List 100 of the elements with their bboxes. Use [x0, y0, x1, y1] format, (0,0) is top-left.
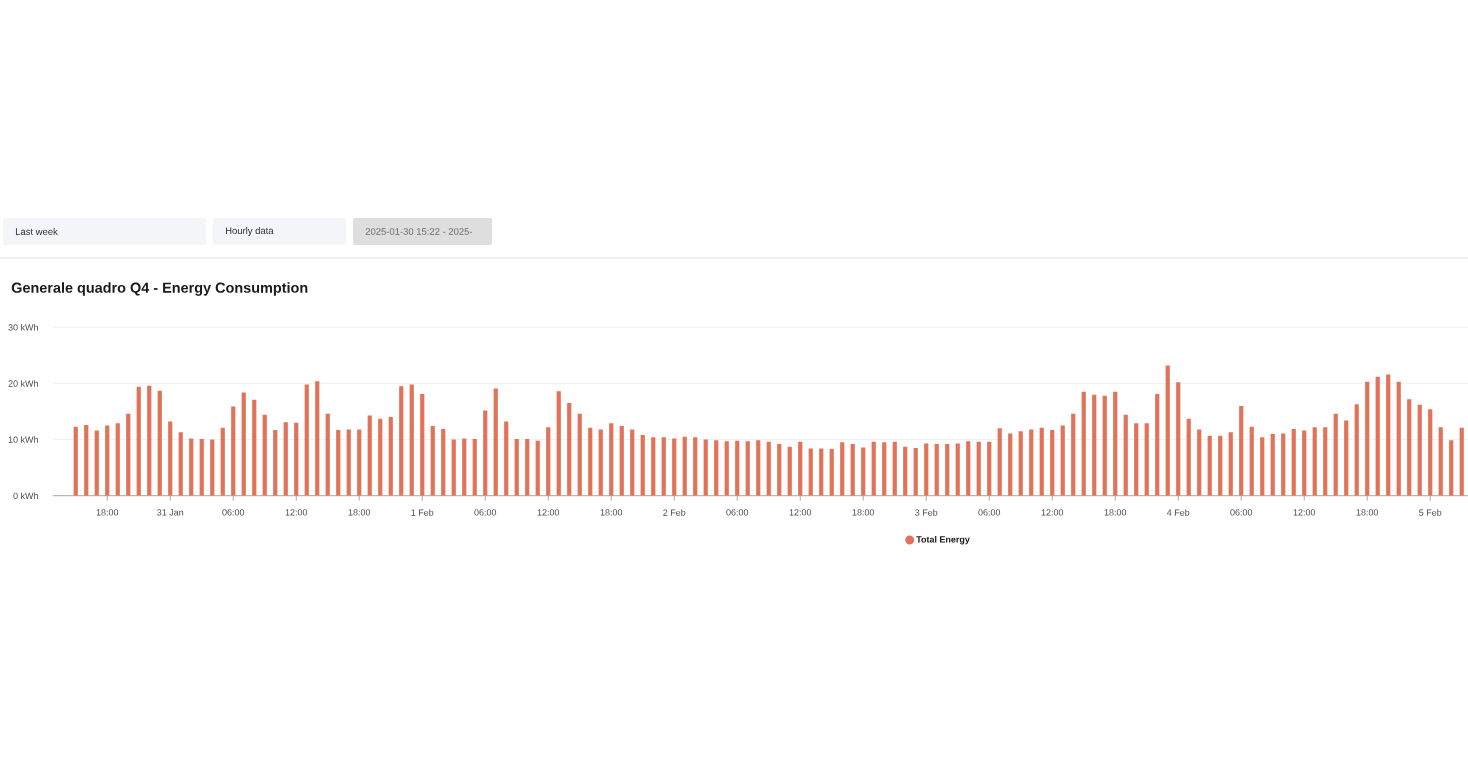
bar: [1039, 427, 1044, 496]
bar: [409, 384, 414, 496]
bar: [1344, 420, 1349, 496]
text: 2025-01-30 15:22 - 2025-: [365, 228, 473, 235]
bar: [850, 444, 855, 496]
x-tick-label: 06:00: [978, 509, 1001, 516]
bar: [1018, 431, 1023, 496]
bar: [955, 443, 960, 496]
bar: [913, 447, 918, 496]
x-tick-label: 06:00: [474, 509, 497, 516]
bar: [903, 446, 908, 496]
x-tick-label: 1 Feb: [411, 509, 434, 516]
bar: [766, 441, 771, 496]
bar: [598, 429, 603, 496]
bar: [1060, 425, 1065, 496]
bar: [388, 417, 393, 496]
bar: [619, 426, 624, 496]
bar: [336, 430, 341, 496]
bar: [1134, 423, 1139, 496]
y-tick-label: 30 kWh: [8, 324, 38, 331]
bar: [1050, 430, 1055, 496]
bar: [73, 426, 78, 496]
bar: [892, 441, 897, 496]
bar: [651, 437, 656, 496]
bar: [693, 437, 698, 496]
bar: [556, 391, 561, 496]
bar: [1449, 440, 1454, 496]
bar: [178, 432, 183, 496]
bar: [1176, 382, 1181, 496]
bar: [945, 444, 950, 496]
bar: [703, 439, 708, 496]
bar: [987, 441, 992, 496]
text: Last week: [15, 228, 58, 235]
bar: [105, 425, 110, 496]
bar: [346, 429, 351, 496]
bar: [682, 436, 687, 496]
bar: [871, 441, 876, 496]
bar: [210, 439, 215, 496]
bar: [1312, 427, 1317, 496]
bar: [1144, 423, 1149, 496]
bar: [976, 441, 981, 496]
bar: [1323, 427, 1328, 496]
x-tick-label: 12:00: [1041, 509, 1064, 516]
bar: [126, 413, 131, 496]
bar: [1396, 381, 1401, 496]
bar: [735, 440, 740, 496]
y-tick-label: 20 kWh: [8, 380, 38, 387]
bar: [1239, 405, 1244, 496]
x-tick-label: 12:00: [1293, 509, 1316, 516]
bar: [252, 399, 257, 496]
bar: [1228, 432, 1233, 496]
x-tick-label: 06:00: [222, 509, 245, 516]
bar: [630, 429, 635, 496]
bar: [1197, 429, 1202, 496]
x-tick-label: 12:00: [285, 509, 308, 516]
bar: [1375, 376, 1380, 496]
bar: [472, 439, 477, 496]
y-tick-label: 0 kWh: [13, 492, 38, 499]
bar: [199, 439, 204, 496]
bar: [1407, 399, 1412, 496]
bar: [514, 439, 519, 496]
bar: [934, 444, 939, 496]
bar: [609, 423, 614, 496]
bar: [399, 386, 404, 496]
bar: [262, 414, 267, 496]
bar: [1081, 391, 1086, 496]
bar: [241, 392, 246, 496]
bar: [493, 388, 498, 496]
bar: [1281, 433, 1286, 496]
bar: [1186, 418, 1191, 496]
x-tick-label: 2 Feb: [663, 509, 686, 516]
bar: [1260, 437, 1265, 496]
bar: [1123, 414, 1128, 496]
bar: [546, 427, 551, 496]
bar: [756, 440, 761, 496]
x-tick-label: 06:00: [726, 509, 749, 516]
text: Hourly data: [225, 227, 274, 236]
bar: [567, 403, 572, 496]
bar: [577, 413, 582, 496]
bar: [1365, 381, 1370, 496]
bar: [157, 390, 162, 496]
x-tick-label: 18:00: [1104, 509, 1127, 516]
bar: [1218, 435, 1223, 496]
bar: [1071, 413, 1076, 496]
bar: [315, 381, 320, 496]
bar: [231, 406, 236, 496]
bar: [787, 446, 792, 496]
bar: [430, 426, 435, 496]
bar: [1428, 409, 1433, 496]
bar: [283, 422, 288, 496]
bar: [168, 421, 173, 496]
bar: [1113, 391, 1118, 496]
bar: [724, 441, 729, 496]
bar: [1386, 374, 1391, 496]
bar: [1302, 430, 1307, 496]
bar: [325, 413, 330, 496]
bar: [136, 386, 141, 496]
x-tick-label: 3 Feb: [915, 509, 938, 516]
bar: [798, 441, 803, 496]
bar: [304, 384, 309, 496]
